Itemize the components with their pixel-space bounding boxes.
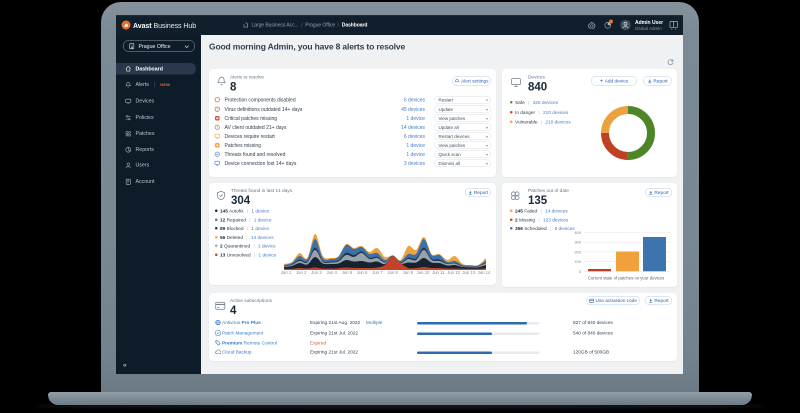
svg-text:300: 300 [574,240,581,245]
svg-text:0: 0 [579,269,582,274]
svg-text:100: 100 [574,259,581,264]
svg-text:400: 400 [574,230,581,235]
svg-text:200: 200 [574,249,581,254]
svg-text:Current state of patches on yo: Current state of patches on your devices [588,276,664,281]
